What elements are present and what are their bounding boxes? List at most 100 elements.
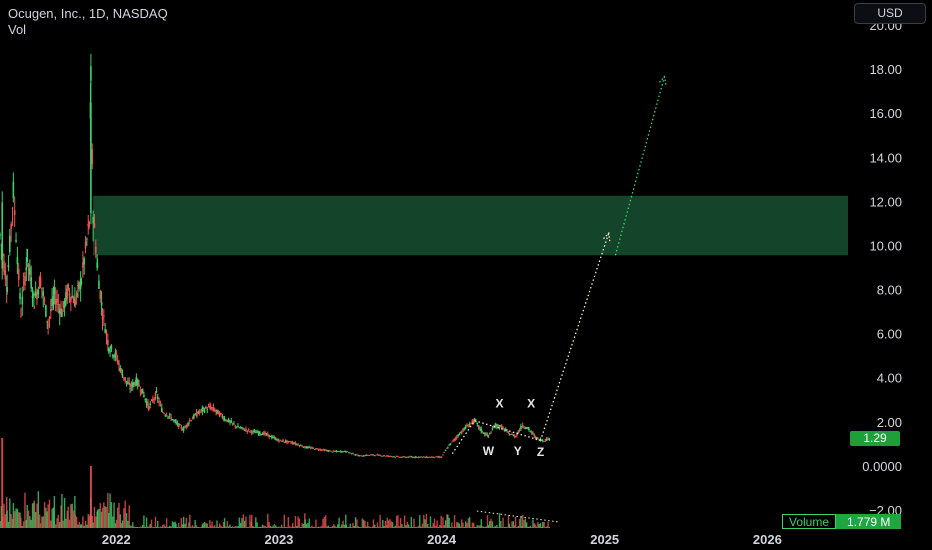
volume-bar xyxy=(256,522,258,528)
volume-bar xyxy=(110,502,113,528)
volume-bar xyxy=(292,523,294,528)
volume-bar xyxy=(134,526,137,528)
volume-bar xyxy=(513,525,516,528)
price-candle xyxy=(80,282,83,284)
volume-bar xyxy=(401,524,403,528)
price-candle xyxy=(113,355,115,358)
price-candle xyxy=(1,202,4,269)
price-candle xyxy=(468,423,471,425)
price-candle xyxy=(448,444,450,446)
volume-bar xyxy=(144,526,146,528)
price-candle xyxy=(190,420,192,422)
price-candle xyxy=(393,456,395,458)
volume-bar xyxy=(345,524,347,528)
price-candle xyxy=(91,148,94,164)
price-candle xyxy=(372,454,375,456)
price-candle xyxy=(104,329,106,333)
price-candle xyxy=(47,324,49,326)
price-candle xyxy=(541,440,543,442)
volume-bar xyxy=(121,520,124,528)
price-candle xyxy=(391,456,394,458)
volume-bar xyxy=(159,526,162,528)
price-tick-label: 6.00 xyxy=(877,327,902,342)
volume-bar xyxy=(7,521,10,528)
price-candle xyxy=(459,432,462,433)
volume-bar xyxy=(245,516,247,528)
volume-bar xyxy=(505,526,507,528)
projection-arrowhead xyxy=(602,231,611,242)
price-candle xyxy=(57,304,60,306)
price-candle xyxy=(230,420,233,423)
price-candle xyxy=(221,415,224,418)
volume-bar xyxy=(321,525,323,528)
price-candle xyxy=(179,424,181,426)
price-candle xyxy=(175,421,177,423)
volume-bar xyxy=(30,519,32,528)
price-candle xyxy=(409,456,411,458)
volume-bar xyxy=(482,526,485,528)
volume-bar xyxy=(45,507,47,528)
price-candle xyxy=(492,427,495,429)
price-candle xyxy=(93,223,96,228)
price-candle xyxy=(52,295,55,300)
price-candle xyxy=(63,300,66,308)
volume-bar xyxy=(46,511,48,528)
price-candle xyxy=(319,449,322,451)
volume-bar xyxy=(440,526,443,528)
volume-bar xyxy=(318,526,320,528)
price-candle xyxy=(0,234,1,236)
price-candle xyxy=(487,435,490,437)
price-candle xyxy=(216,409,218,411)
volume-bar xyxy=(257,526,260,528)
volume-bar xyxy=(83,525,85,528)
price-candle xyxy=(294,442,297,445)
volume-bar xyxy=(139,526,142,528)
volume-bar xyxy=(440,515,442,528)
volume-bar xyxy=(294,516,297,528)
volume-bar xyxy=(420,526,422,528)
volume-bar xyxy=(174,521,176,528)
volume-bar xyxy=(177,522,180,528)
volume-bar xyxy=(161,525,164,528)
price-candle xyxy=(508,434,511,436)
price-candle xyxy=(349,452,352,454)
price-candle xyxy=(503,429,506,431)
price-candle xyxy=(403,456,406,458)
volume-bar xyxy=(129,525,131,528)
volume-bar xyxy=(487,525,490,528)
price-candle xyxy=(513,435,516,437)
volume-bar xyxy=(155,526,158,528)
price-candle xyxy=(140,389,143,394)
volume-bar xyxy=(22,521,25,528)
volume-bar xyxy=(182,516,185,528)
currency-button[interactable]: USD xyxy=(854,3,926,24)
volume-bar xyxy=(238,517,240,528)
volume-bar xyxy=(175,523,177,528)
volume-bar xyxy=(424,519,426,528)
volume-bar xyxy=(119,514,122,528)
volume-bar xyxy=(218,523,221,528)
price-candle xyxy=(212,407,215,410)
volume-bar xyxy=(280,524,283,528)
volume-bar xyxy=(402,527,404,528)
volume-bar xyxy=(315,519,317,528)
price-candle xyxy=(327,450,330,452)
price-candle xyxy=(472,419,475,424)
price-candle xyxy=(424,457,426,458)
volume-bar xyxy=(206,523,208,528)
volume-bar xyxy=(365,526,367,528)
volume-bar xyxy=(196,526,198,528)
price-candle xyxy=(397,456,399,458)
price-candle xyxy=(15,239,17,242)
price-candle xyxy=(521,425,524,427)
price-candle xyxy=(242,427,245,429)
price-candle xyxy=(70,297,72,303)
volume-bar xyxy=(307,523,309,528)
volume-bar xyxy=(374,524,376,528)
price-candle xyxy=(541,440,544,442)
price-candle xyxy=(51,298,53,306)
volume-bar xyxy=(454,526,457,528)
price-candle xyxy=(13,210,16,215)
